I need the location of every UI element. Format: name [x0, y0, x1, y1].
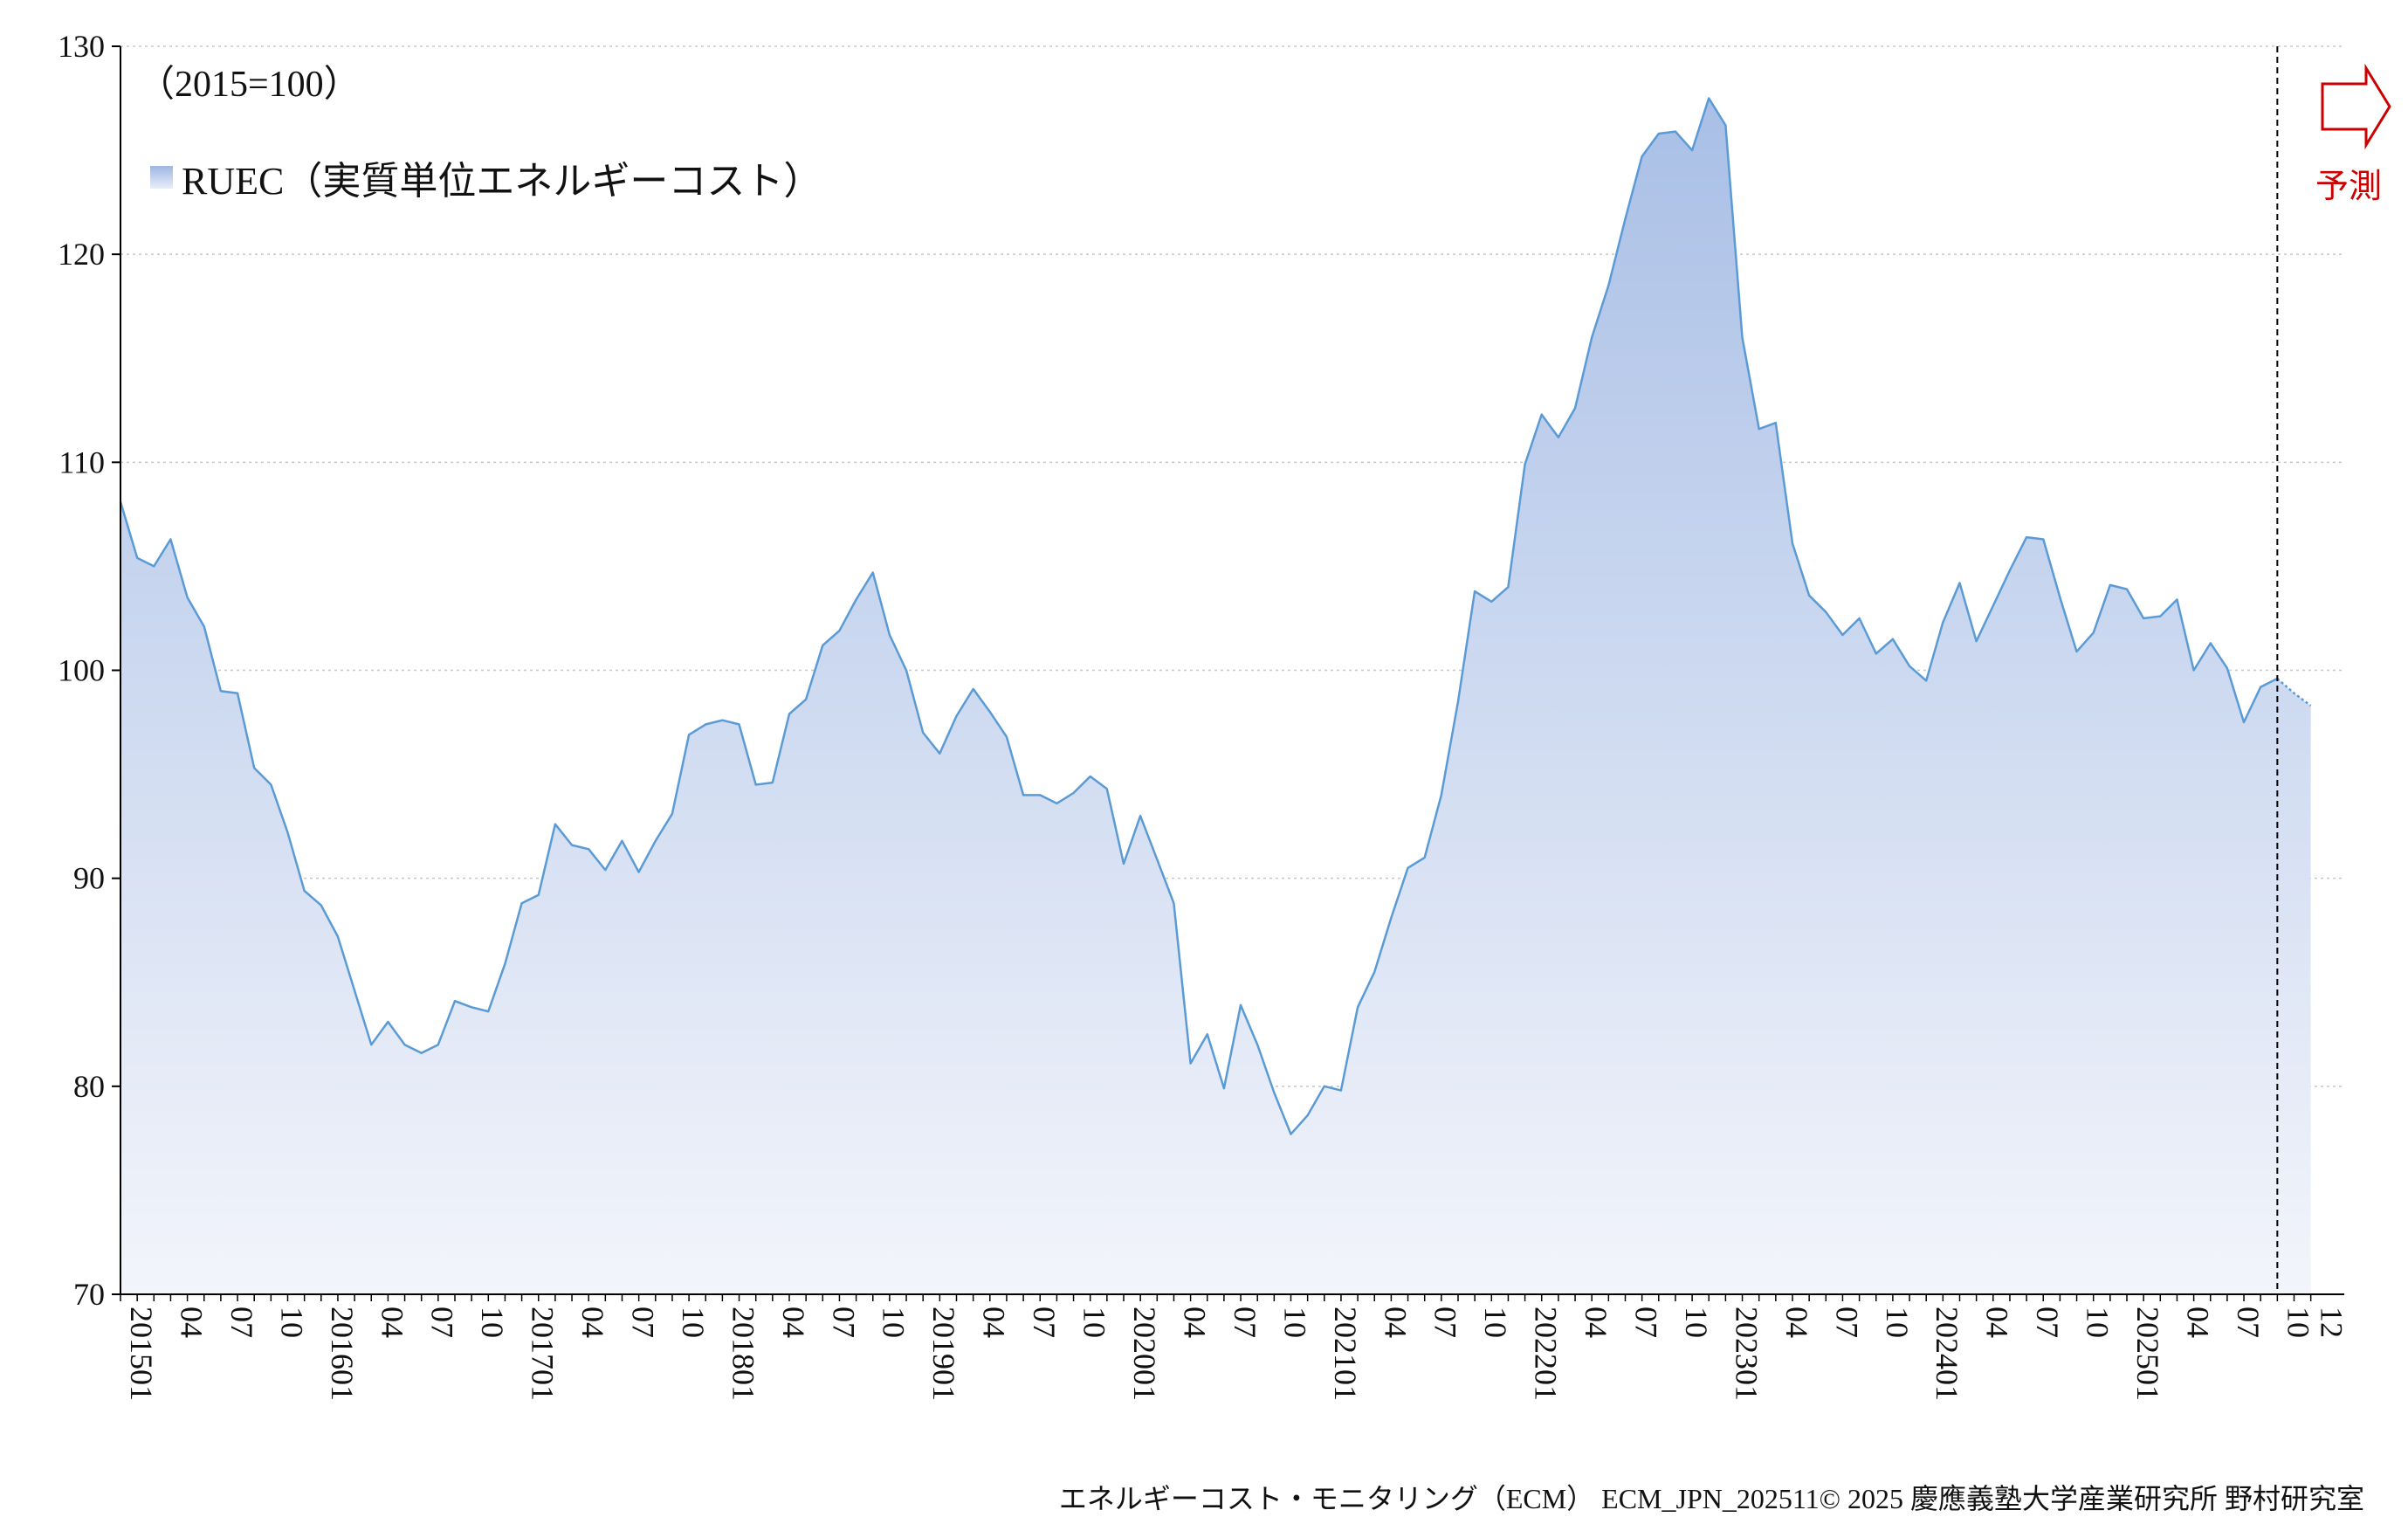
x-tick-label: 201501 — [124, 1307, 159, 1401]
x-tick-label: 10 — [1880, 1307, 1915, 1338]
x-tick-label: 04 — [1579, 1307, 1613, 1338]
x-tick-label: 201801 — [726, 1307, 760, 1401]
y-tick-label: 90 — [73, 861, 105, 896]
footer-credit: エネルギーコスト・モニタリング（ECM） ECM_JPN_202511© 202… — [1059, 1483, 2364, 1514]
forecast-line — [2276, 678, 2312, 707]
series-area — [120, 98, 2311, 1294]
x-tick-label: 07 — [425, 1307, 460, 1338]
x-tick-label: 04 — [1378, 1307, 1413, 1338]
x-tick-label: 04 — [2180, 1307, 2215, 1338]
x-tick-label: 07 — [2030, 1307, 2065, 1338]
legend-label: RUEC（実質単位エネルギーコスト） — [182, 160, 822, 203]
x-axis-ticks: 201501 04 07 10 201601 04 07 10 201701 04 07 10 2018… — [120, 1294, 2350, 1401]
x-tick-label: 10 — [676, 1307, 711, 1338]
x-tick-label: 202301 — [1729, 1307, 1764, 1401]
y-tick-label: 80 — [73, 1069, 105, 1104]
x-tick-label: 07 — [1829, 1307, 1864, 1338]
x-tick-label: 10 — [2081, 1307, 2116, 1338]
unit-label: （2015=100） — [138, 65, 361, 105]
data-area-layer — [119, 97, 2312, 1294]
x-tick-label: 10 — [274, 1307, 309, 1338]
x-tick-label: 07 — [1027, 1307, 1062, 1338]
x-tick-label: 202201 — [1529, 1307, 1564, 1401]
forecast-marker: 予測 — [2276, 46, 2391, 1294]
x-tick-label: 04 — [977, 1307, 1012, 1338]
x-tick-label: 07 — [826, 1307, 861, 1338]
x-tick-label: 202001 — [1127, 1307, 1162, 1401]
x-tick-label: 07 — [1428, 1307, 1463, 1338]
y-tick-label: 110 — [58, 445, 105, 479]
x-tick-label: 10 — [1277, 1307, 1312, 1338]
x-tick-label: 04 — [174, 1307, 209, 1338]
x-tick-label: 07 — [1228, 1307, 1262, 1338]
legend-swatch — [150, 166, 173, 189]
y-axis-ticks: 70 80 90 100 110 120 130 — [58, 29, 120, 1312]
x-tick-label: 07 — [626, 1307, 661, 1338]
x-tick-label: 07 — [2231, 1307, 2266, 1338]
x-tick-label: 04 — [1980, 1307, 2015, 1338]
x-tick-label: 04 — [575, 1307, 610, 1338]
y-tick-label: 100 — [58, 653, 105, 688]
x-tick-label: 07 — [1629, 1307, 1664, 1338]
x-tick-label: 201901 — [926, 1307, 961, 1401]
x-tick-label: 04 — [776, 1307, 811, 1338]
x-tick-label: 10 — [2281, 1307, 2315, 1338]
x-tick-label: 10 — [1679, 1307, 1714, 1338]
x-tick-label: 201701 — [526, 1307, 561, 1401]
x-tick-label: 202101 — [1328, 1307, 1363, 1401]
forecast-arrow-icon — [2321, 63, 2391, 150]
x-tick-label: 10 — [877, 1307, 912, 1338]
forecast-label: 予測 — [2315, 169, 2382, 205]
x-tick-label: 04 — [375, 1307, 409, 1338]
x-tick-label: 10 — [1077, 1307, 1112, 1338]
legend: RUEC（実質単位エネルギーコスト） — [150, 160, 822, 203]
x-tick-label: 04 — [1779, 1307, 1814, 1338]
x-tick-label: 202501 — [2130, 1307, 2165, 1401]
series-line — [119, 97, 2278, 1135]
x-tick-label: 202401 — [1930, 1307, 1964, 1401]
x-tick-label: 12 — [2315, 1307, 2350, 1338]
y-tick-label: 120 — [58, 237, 105, 272]
x-tick-label: 04 — [1177, 1307, 1212, 1338]
x-tick-label: 201601 — [325, 1307, 360, 1401]
y-tick-label: 130 — [58, 29, 105, 64]
x-tick-label: 10 — [475, 1307, 510, 1338]
x-tick-label: 10 — [1478, 1307, 1513, 1338]
x-tick-label: 07 — [224, 1307, 259, 1338]
y-tick-label: 70 — [73, 1277, 105, 1312]
